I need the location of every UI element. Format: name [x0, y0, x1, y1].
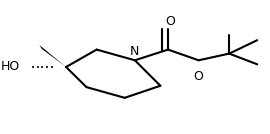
Text: HO: HO	[1, 60, 20, 74]
Polygon shape	[39, 45, 66, 67]
Text: N: N	[130, 45, 140, 58]
Text: O: O	[194, 70, 204, 83]
Text: O: O	[166, 15, 176, 28]
